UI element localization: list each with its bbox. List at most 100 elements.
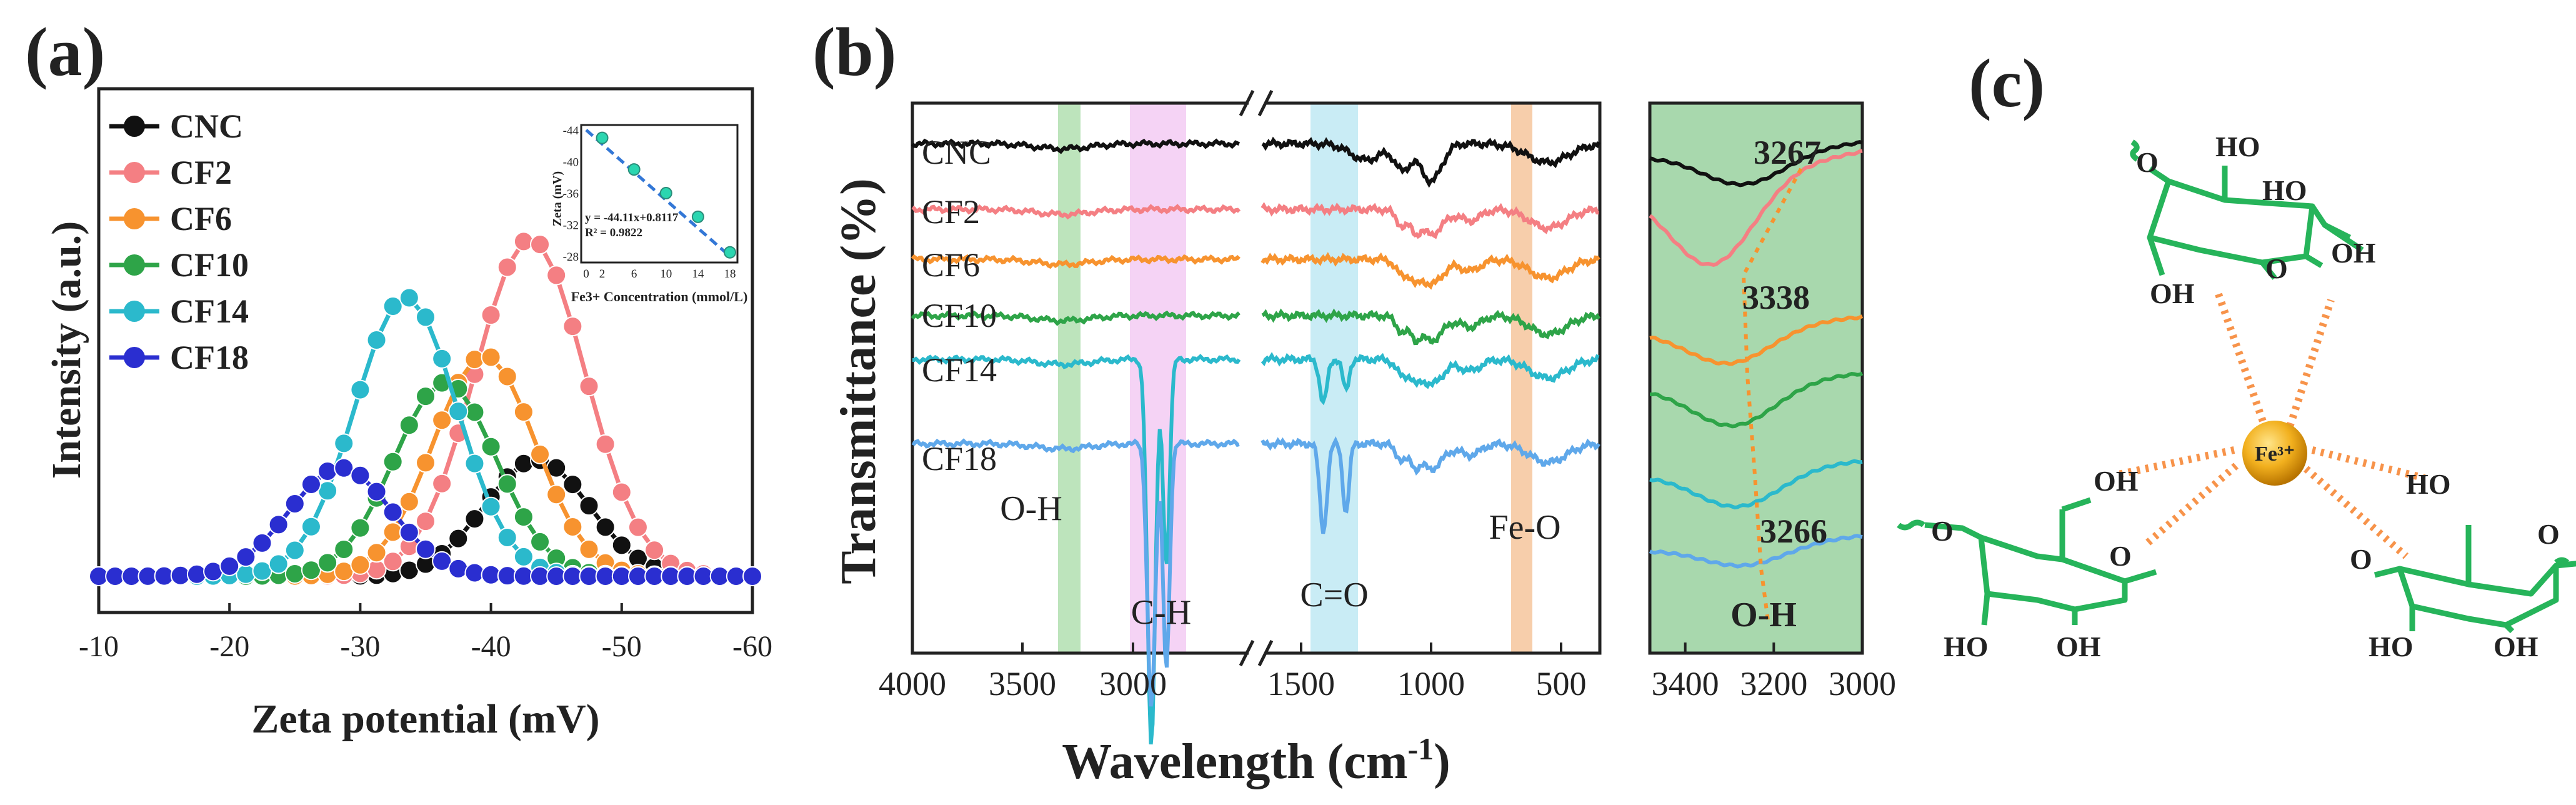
a-point-cf6 bbox=[530, 444, 551, 464]
a-x-tick-label: -40 bbox=[471, 630, 511, 663]
a-point-cf10 bbox=[317, 552, 338, 573]
fe-ion-label: Fe³⁺ bbox=[2255, 442, 2295, 466]
a-point-cf18 bbox=[366, 481, 387, 502]
a-point-cf14 bbox=[464, 453, 485, 474]
a-point-cf6 bbox=[481, 347, 501, 368]
zoom-annot-3267: 3267 bbox=[1754, 134, 1821, 171]
zoom-panel-frame bbox=[1648, 101, 1864, 655]
a-point-cnc bbox=[611, 535, 632, 556]
a-point-cf14 bbox=[448, 401, 469, 422]
band-ch bbox=[1130, 103, 1186, 653]
panel-a-y-axis-label: Intensity (a.u.) bbox=[44, 221, 89, 479]
a-point-cf14 bbox=[382, 296, 403, 317]
a-point-cf14 bbox=[513, 546, 534, 567]
glucose-ring-top bbox=[2130, 139, 2364, 280]
glucose-left-labels: OH O O HO OH bbox=[1931, 465, 2139, 662]
panel-b-x-ticks: 4000 3500 3000 1500 1000 500 bbox=[879, 642, 1587, 702]
panel-a-legend: CNC CF2 CF6 CF10 CF14 CF18 bbox=[109, 108, 249, 376]
legend-marker-cf10 bbox=[124, 254, 145, 276]
panel-a-curves bbox=[89, 231, 762, 586]
legend-label-cnc: CNC bbox=[170, 108, 243, 145]
a-point-cf14 bbox=[268, 554, 289, 574]
a-point-cf6 bbox=[464, 349, 485, 370]
panel-b-label: (b) bbox=[812, 14, 896, 90]
b-spectrum-right-cf18 bbox=[1261, 436, 1600, 534]
inset-y-label: Zeta (mV) bbox=[551, 171, 564, 226]
a-point-cf10 bbox=[334, 539, 354, 559]
a-point-cf18 bbox=[399, 522, 419, 542]
zoom-x-ticks: 3400 3200 3000 bbox=[1652, 642, 1896, 702]
band-label-2: C=O bbox=[1300, 576, 1368, 614]
a-point-cnc bbox=[595, 517, 616, 538]
a-point-cf6 bbox=[432, 410, 452, 431]
inset-point bbox=[724, 246, 736, 259]
band-label-1: C-H bbox=[1131, 593, 1191, 632]
inset-point bbox=[691, 210, 704, 223]
b-spectrum-right-cf14 bbox=[1261, 352, 1600, 406]
panel-b-series-labels: CNC CF2 CF6 CF10 CF14 CF18 bbox=[922, 134, 997, 478]
inset-equation: y = -44.11x+0.8117 bbox=[585, 211, 679, 224]
inset-y-ticks: -44 -40 -36 -32 -28 bbox=[563, 124, 579, 264]
fe-ion bbox=[2242, 421, 2307, 486]
panel-b-chart: CNC CF2 CF6 CF10 CF14 CF18 O-H C-H C=O Fe-O 4000… bbox=[831, 89, 1896, 789]
a-point-cf2 bbox=[546, 265, 567, 286]
zoom-annot-3338: 3338 bbox=[1742, 279, 1810, 316]
a-point-cf14 bbox=[366, 330, 387, 351]
a-point-cf6 bbox=[399, 491, 419, 512]
panel-b-band-labels: O-H C-H C=O Fe-O bbox=[1000, 489, 1560, 632]
label-o-ring-right: O bbox=[2350, 543, 2372, 575]
label-oh-top2: OH bbox=[2150, 278, 2195, 309]
label-ho-right2: HO bbox=[2369, 631, 2414, 662]
panel-c-structure: Fe³⁺ HO O HO OH O OH bbox=[1897, 131, 2576, 662]
zoom-annot-3266: 3266 bbox=[1760, 512, 1827, 550]
panel-a-chart: -10 -20 -30 -40 -50 -60 Zeta potential (mV) I… bbox=[44, 87, 772, 742]
a-point-cf10 bbox=[481, 436, 501, 457]
label-ho-top2: HO bbox=[2262, 174, 2307, 206]
a-point-cf6 bbox=[497, 366, 517, 387]
b-series-label-cnc: CNC bbox=[922, 134, 991, 171]
a-point-cf14 bbox=[481, 496, 501, 517]
a-x-tick-label: -30 bbox=[340, 630, 380, 663]
b-spectrum-left-cf14 bbox=[912, 354, 1241, 745]
b-series-label-cf10: CF10 bbox=[922, 297, 997, 334]
label-o-right: O bbox=[2537, 518, 2560, 550]
a-point-cf2 bbox=[382, 551, 403, 572]
a-point-cf10 bbox=[284, 563, 305, 584]
a-point-cf14 bbox=[284, 540, 305, 561]
panel-a-x-ticks: -10 -20 -30 -40 -50 -60 bbox=[79, 603, 772, 663]
a-x-tick-label: -50 bbox=[602, 630, 642, 663]
a-point-cf18 bbox=[742, 566, 762, 586]
b-series-label-cf2: CF2 bbox=[922, 193, 980, 231]
zoom-spectra bbox=[1649, 140, 1864, 569]
a-point-cf18 bbox=[432, 551, 452, 571]
legend-marker-cnc bbox=[124, 116, 145, 137]
label-ho-left: HO bbox=[1944, 631, 1989, 662]
inset-x-ticks: 0 2 6 10 14 18 bbox=[583, 268, 736, 281]
a-point-cf18 bbox=[252, 532, 272, 553]
b-spectrum-right-cnc bbox=[1261, 136, 1601, 188]
legend-label-cf14: CF14 bbox=[170, 292, 249, 330]
legend-label-cf6: CF6 bbox=[170, 200, 232, 238]
inset-x-tick-label: 14 bbox=[692, 268, 704, 281]
b-x-tick-label: 3500 bbox=[989, 665, 1056, 702]
b-x-tick-label: 1500 bbox=[1267, 665, 1335, 702]
a-point-cf2 bbox=[481, 305, 501, 326]
zoom-x-tick-label: 3400 bbox=[1652, 665, 1719, 702]
panel-a-frame bbox=[97, 87, 754, 614]
b-series-label-cf14: CF14 bbox=[922, 351, 997, 389]
band-label-3: Fe-O bbox=[1489, 508, 1560, 547]
a-point-cf14 bbox=[416, 307, 436, 328]
panel-c-label: (c) bbox=[1969, 45, 2045, 121]
glucose-ring-left bbox=[1897, 497, 2157, 626]
b-spectrum-right-cf2 bbox=[1261, 202, 1599, 239]
a-point-cnc bbox=[464, 509, 485, 529]
b-spectrum-left-cf18 bbox=[911, 438, 1240, 707]
a-point-cf6 bbox=[416, 452, 436, 473]
a-point-cf18 bbox=[448, 558, 469, 579]
a-point-cf6 bbox=[350, 554, 371, 575]
label-oh-right: OH bbox=[2494, 631, 2539, 662]
b-x-tick-label: 1000 bbox=[1397, 665, 1465, 702]
a-point-cf10 bbox=[301, 560, 321, 581]
a-point-cf2 bbox=[627, 517, 648, 538]
zoom-x-tick-label: 3200 bbox=[1740, 665, 1807, 702]
